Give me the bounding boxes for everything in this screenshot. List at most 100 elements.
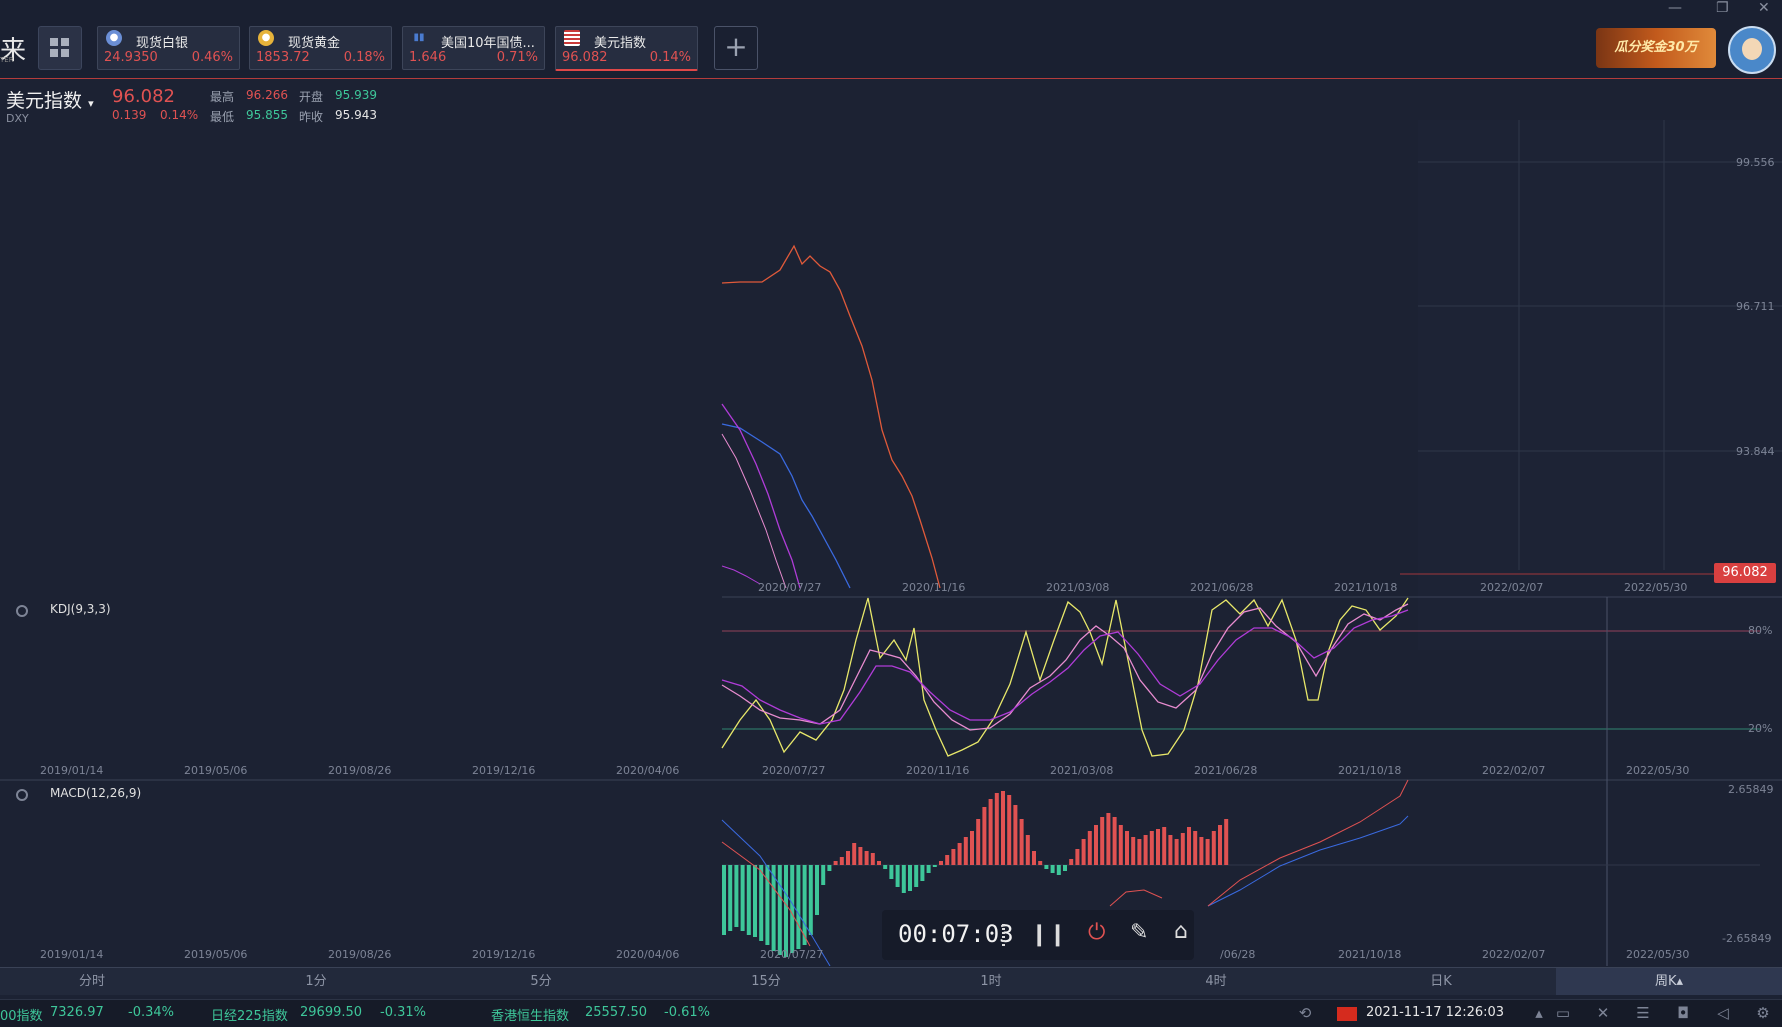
period-tab[interactable]: 1时	[980, 974, 1002, 989]
grid-menu-button[interactable]	[38, 26, 82, 70]
period-tab[interactable]: 4时	[1205, 974, 1227, 989]
macd-bar	[864, 851, 869, 865]
replay-player: 00:07:03 ❙❙ ⏻ ✎ ⌂	[882, 910, 1194, 960]
close-icon[interactable]: ✕	[1758, 0, 1770, 16]
tab-pct: 0.46%	[191, 50, 233, 65]
period-tab[interactable]: 分时	[78, 974, 105, 989]
app-logo-sub: TER	[0, 56, 14, 64]
macd-bar	[1069, 859, 1074, 865]
window-icon[interactable]: ▭	[1555, 1004, 1571, 1022]
period-tab[interactable]: 日K	[1430, 974, 1452, 989]
date-tick: /06/28	[1220, 948, 1256, 961]
date-tick: 2021/06/28	[1190, 581, 1254, 594]
ticker-value: 25557.50	[585, 1005, 648, 1020]
price-tick: 99.556	[1736, 156, 1775, 169]
add-tab-button[interactable]: +	[714, 26, 758, 70]
macd-bar	[1205, 839, 1210, 865]
kdj-settings-icon[interactable]	[16, 605, 28, 617]
period-tab[interactable]: 5分	[530, 974, 552, 989]
macd-bar	[877, 861, 881, 865]
promo-banner[interactable]: 瓜分奖金30万	[1596, 28, 1716, 68]
period-tab-selected[interactable]: 周K▴	[1556, 968, 1782, 995]
restore-icon[interactable]: ❐	[1716, 0, 1729, 16]
china-flag-icon	[1337, 1007, 1357, 1021]
pause-icon[interactable]: ❙❙	[1030, 922, 1067, 947]
macd-bar	[784, 865, 788, 957]
macd-bar	[908, 865, 912, 891]
macd-bar	[753, 865, 757, 937]
period-tab[interactable]: 15分	[751, 974, 781, 989]
period-tab[interactable]: 1分	[305, 974, 327, 989]
speed-indicator-icon[interactable]	[1002, 924, 1005, 946]
date-tick: 2020/07/27	[760, 948, 824, 961]
macd-bar	[920, 865, 925, 881]
date-tick: 2021/03/08	[1050, 764, 1114, 777]
macd-bar	[1112, 817, 1117, 865]
speaker-icon[interactable]: ◁	[1717, 1004, 1729, 1022]
high-label: 最高	[210, 90, 235, 104]
macd-bar	[970, 831, 974, 865]
ticker-name[interactable]: 香港恒生指数	[491, 1009, 570, 1024]
settings-icon[interactable]: ⚙	[1756, 1004, 1770, 1022]
date-tick: 2021/10/18	[1334, 581, 1398, 594]
chart-canvas[interactable]	[0, 80, 1782, 966]
macd-bar	[939, 861, 943, 865]
macd-bar	[839, 857, 844, 865]
prev-close-value: 95.943	[335, 108, 377, 122]
tab-price: 1.646	[409, 50, 447, 65]
date-tick: 2022/05/30	[1626, 948, 1690, 961]
ticker-name[interactable]: 00指数	[0, 1009, 43, 1024]
tab-name: 美国10年国债...	[441, 36, 535, 51]
macd-bar	[932, 865, 937, 867]
minimize-icon[interactable]: —	[1668, 0, 1682, 16]
ticker-name[interactable]: 日经225指数	[211, 1009, 288, 1024]
tab-gold[interactable]: ● 现货黄金 1853.72 0.18%	[249, 26, 392, 70]
tab-name: 现货白银	[136, 36, 189, 51]
date-tick: 2022/02/07	[1482, 948, 1546, 961]
macd-bar	[1218, 825, 1222, 865]
macd-bar	[1106, 813, 1111, 865]
top-bar: 来 TER ● 现货白银 24.9350 0.46% ● 现货黄金 1853.7…	[0, 0, 1782, 79]
macd-bar	[1162, 827, 1167, 865]
datetime: 2021-11-17 12:26:03	[1366, 1005, 1505, 1020]
macd-bar	[815, 865, 819, 915]
tab-name: 现货黄金	[288, 36, 341, 51]
macd-bar	[988, 799, 993, 865]
power-icon[interactable]: ⏻	[1088, 920, 1106, 945]
sync-icon[interactable]: ⟲	[1298, 1004, 1312, 1022]
caret-up-icon[interactable]: ▴	[1535, 1004, 1543, 1022]
macd-bar	[1094, 825, 1098, 865]
macd-bar	[1199, 837, 1204, 865]
macd-bar	[1131, 837, 1136, 865]
date-tick: 2021/03/08	[1046, 581, 1110, 594]
list-icon[interactable]: ☰	[1636, 1004, 1650, 1022]
pen-icon[interactable]: ✎	[1130, 920, 1149, 945]
tab-dxy[interactable]: 美元指数 96.082 0.14%	[555, 26, 698, 71]
home-icon[interactable]: ⌂	[1174, 919, 1188, 944]
status-bar: 00指数 7326.97 -0.34% 日经225指数 29699.50 -0.…	[0, 999, 1782, 1027]
ticker-pct: -0.34%	[128, 1005, 174, 1020]
symbol-name[interactable]: 美元指数 ▾	[6, 90, 94, 112]
last-price-tag: 96.082	[1714, 563, 1776, 583]
tab-price: 96.082	[562, 50, 608, 65]
low-label: 最低	[210, 110, 235, 124]
macd-bar	[833, 861, 838, 865]
user-avatar[interactable]	[1728, 26, 1776, 74]
date-tick: 2022/02/07	[1480, 581, 1544, 594]
tools-icon[interactable]: ✕	[1596, 1004, 1610, 1022]
date-tick: 2021/10/18	[1338, 764, 1402, 777]
macd-bar	[1050, 865, 1055, 873]
macd-bar	[994, 793, 999, 865]
macd-bar	[1180, 833, 1185, 865]
tab-silver[interactable]: ● 现货白银 24.9350 0.46%	[97, 26, 240, 70]
tab-us10y[interactable]: ▮▮ 美国10年国债... 1.646 0.71%	[402, 26, 545, 70]
camera-icon[interactable]: ◘	[1677, 1004, 1689, 1022]
macd-bar	[957, 843, 962, 865]
macd-bar	[1025, 835, 1030, 865]
macd-bar	[945, 855, 950, 865]
open-value: 95.939	[335, 88, 377, 102]
macd-bar	[1001, 791, 1005, 865]
macd-histogram	[722, 791, 1229, 957]
macd-settings-icon[interactable]	[16, 789, 28, 801]
date-tick: 2019/12/16	[472, 948, 536, 961]
